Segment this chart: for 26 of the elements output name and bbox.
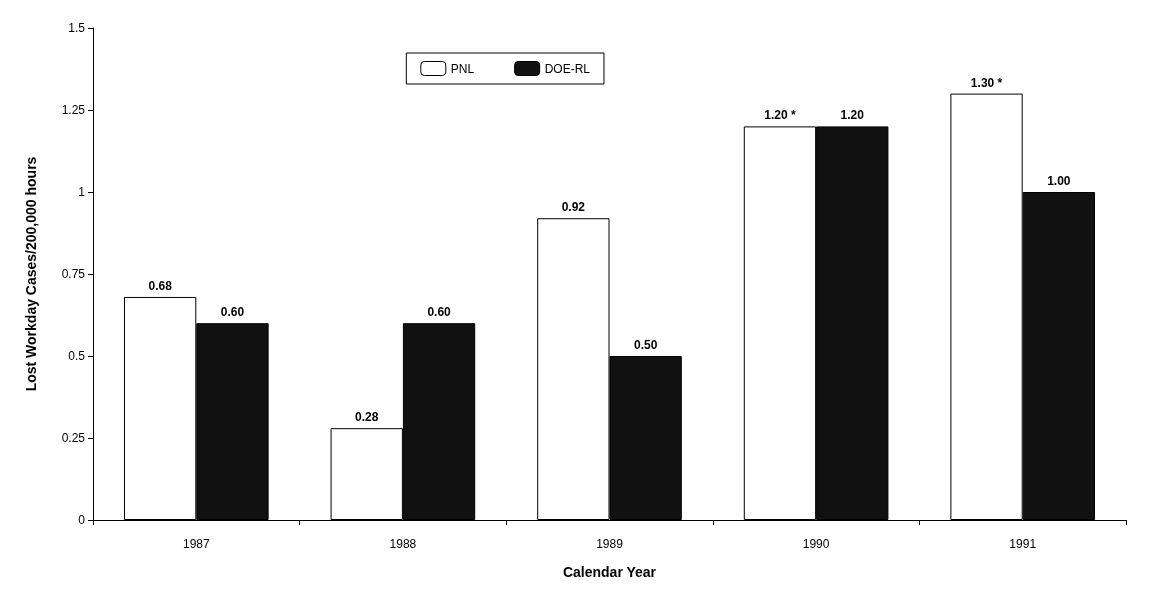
x-tick-label: 1991 xyxy=(1009,537,1037,551)
y-tick-label: 0.25 xyxy=(61,431,86,445)
data-label: 0.60 xyxy=(220,305,245,320)
y-tick-label: 0.75 xyxy=(61,267,86,281)
x-tick-label: 1987 xyxy=(182,537,210,551)
y-tick-label: 0.5 xyxy=(68,349,86,363)
data-label: 1.00 xyxy=(1047,174,1071,188)
y-tick-label: 1.5 xyxy=(68,21,86,35)
x-axis-title: Calendar Year xyxy=(562,564,657,580)
legend-label: PNL xyxy=(450,61,475,76)
y-tick-label: 1 xyxy=(78,185,86,199)
data-label: 0.68 xyxy=(148,278,173,293)
y-tick-label: 0 xyxy=(78,513,86,527)
data-label: 1.30 * xyxy=(970,75,1003,90)
data-label: 0.50 xyxy=(633,338,658,352)
x-tick-label: 1988 xyxy=(389,537,417,551)
y-axis-title: Lost Workday Cases/200,000 hours xyxy=(23,156,39,392)
data-label: 0.92 xyxy=(561,200,586,215)
y-tick-label: 1.25 xyxy=(61,103,86,117)
legend-label: DOE-RL xyxy=(544,61,591,76)
data-label: 0.60 xyxy=(427,305,452,320)
x-tick-label: 1989 xyxy=(596,537,624,551)
x-tick-label: 1990 xyxy=(802,537,830,551)
data-label: 0.28 xyxy=(355,410,379,425)
data-label: 1.20 * xyxy=(764,108,796,123)
data-label: 1.20 xyxy=(840,108,865,123)
